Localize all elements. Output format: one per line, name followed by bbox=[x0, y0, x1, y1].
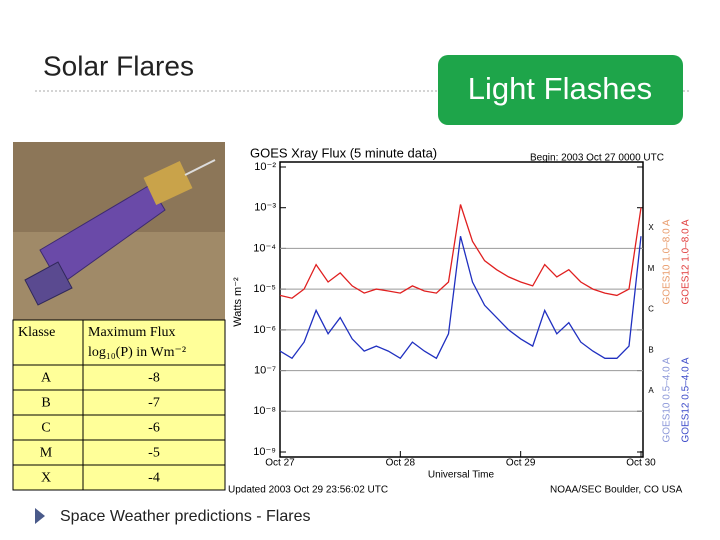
y-tick-label: 10⁻⁸ bbox=[253, 405, 276, 417]
plot-footer-left: Updated 2003 Oct 29 23:56:02 UTC bbox=[228, 485, 388, 496]
x-tick-label: Oct 28 bbox=[386, 458, 416, 469]
legend-label: GOES10 0.5–4.0 A bbox=[662, 357, 673, 442]
class-level-label: A bbox=[648, 386, 654, 395]
table-cell-text: -5 bbox=[148, 446, 160, 461]
class-level-label: C bbox=[648, 305, 654, 314]
table-cell bbox=[82, 364, 226, 391]
x-tick-label: Oct 30 bbox=[626, 458, 656, 469]
x-axis-label: Universal Time bbox=[428, 470, 495, 481]
table-cell-text: M bbox=[40, 446, 53, 461]
table-cell-text: -6 bbox=[148, 421, 160, 436]
y-tick-label: 10⁻⁷ bbox=[254, 364, 276, 376]
table-header: log₁₀(P) in Wm⁻² bbox=[88, 345, 186, 360]
legend-label: GOES12 0.5–4.0 A bbox=[681, 357, 692, 442]
plot-background bbox=[228, 142, 705, 500]
table-header: Klasse bbox=[18, 325, 55, 340]
y-tick-label: 10⁻² bbox=[254, 161, 276, 173]
table-header: Maximum Flux bbox=[88, 325, 176, 340]
table-cell-text: C bbox=[41, 421, 50, 436]
plot-title: GOES Xray Flux (5 minute data) bbox=[250, 145, 437, 160]
satellite-image bbox=[13, 142, 225, 322]
light-flashes-button[interactable] bbox=[438, 55, 683, 125]
table-cell bbox=[82, 389, 226, 416]
class-level-label: X bbox=[648, 223, 654, 232]
table-cell bbox=[82, 414, 226, 441]
flux-line bbox=[279, 236, 642, 360]
table-cell-text: -4 bbox=[148, 471, 160, 486]
slide-title: Solar Flares bbox=[43, 50, 194, 81]
legend-label: GOES12 1.0–8.0 A bbox=[681, 219, 692, 304]
class-level-label: B bbox=[648, 345, 653, 354]
class-level-label: M bbox=[648, 264, 655, 273]
y-tick-label: 10⁻⁵ bbox=[253, 283, 276, 295]
y-tick-label: 10⁻⁶ bbox=[253, 324, 276, 336]
bullet-arrow bbox=[35, 508, 45, 524]
table-cell-text: -8 bbox=[148, 371, 160, 386]
table-cell bbox=[12, 439, 84, 466]
table-cell bbox=[12, 364, 84, 391]
x-tick-label: Oct 27 bbox=[265, 458, 295, 469]
bullet-text: Space Weather predictions - Flares bbox=[60, 508, 310, 525]
button-label[interactable]: Light Flashes bbox=[468, 71, 652, 106]
plot-frame bbox=[279, 161, 644, 458]
legend-label: GOES10 1.0–8.0 A bbox=[662, 219, 673, 304]
flux-line bbox=[279, 204, 642, 299]
table-cell-text: B bbox=[41, 396, 50, 411]
plot-subtitle: Begin: 2003 Oct 27 0000 UTC bbox=[530, 153, 664, 164]
table-header-cell bbox=[12, 319, 84, 366]
flux-table: Klasse Maximum Flux log₁₀(P) in Wm⁻² A -8 B -7… bbox=[12, 319, 226, 491]
table-cell-text: -7 bbox=[148, 396, 160, 411]
y-tick-label: 10⁻⁹ bbox=[253, 446, 276, 458]
table-cell-text: X bbox=[41, 471, 51, 486]
plot-footer-right: NOAA/SEC Boulder, CO USA bbox=[550, 485, 683, 496]
y-tick-label: 10⁻⁴ bbox=[253, 242, 276, 254]
table-cell bbox=[82, 464, 226, 491]
x-tick-label: Oct 29 bbox=[506, 458, 536, 469]
y-axis-label: Watts m⁻² bbox=[232, 277, 244, 327]
table-cell bbox=[12, 389, 84, 416]
y-tick-label: 10⁻³ bbox=[254, 202, 276, 214]
table-cell-text: A bbox=[41, 371, 52, 386]
